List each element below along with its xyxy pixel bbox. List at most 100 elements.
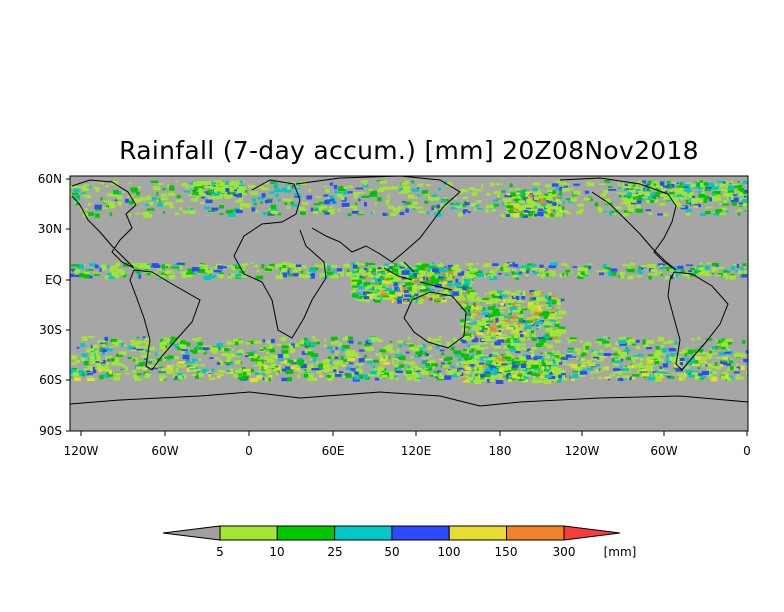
- rain-cell: [697, 348, 704, 353]
- rain-cell: [463, 278, 471, 282]
- rain-cell: [527, 196, 532, 200]
- rain-cell: [652, 195, 656, 198]
- rain-cell: [648, 264, 656, 269]
- rain-cell: [662, 363, 668, 368]
- rain-cell: [372, 293, 379, 297]
- rain-cell: [82, 192, 86, 197]
- rain-cell: [89, 355, 95, 360]
- rain-cell: [293, 365, 301, 368]
- rain-cell: [323, 205, 328, 209]
- rain-cell: [171, 271, 175, 274]
- rain-cell: [263, 212, 267, 216]
- rain-cell: [196, 188, 204, 191]
- rain-cell: [533, 372, 539, 377]
- rain-cell: [511, 295, 520, 300]
- rain-cell: [544, 374, 552, 378]
- rain-cell: [689, 198, 692, 202]
- rain-cell: [488, 365, 491, 368]
- rain-cell: [431, 374, 438, 377]
- rain-cell: [493, 345, 501, 349]
- rain-cell: [627, 183, 634, 186]
- rain-cell: [403, 186, 410, 191]
- rain-cell: [572, 266, 578, 268]
- rain-cell: [470, 268, 478, 272]
- rain-cell: [491, 356, 496, 360]
- rain-cell: [202, 347, 210, 350]
- rain-cell: [247, 341, 255, 345]
- rain-cell: [364, 202, 367, 207]
- rain-cell: [526, 317, 534, 320]
- rain-cell: [694, 270, 701, 273]
- rain-cell: [152, 186, 161, 191]
- rain-cell: [623, 210, 632, 213]
- rain-cell: [698, 187, 703, 190]
- rain-cell: [725, 275, 729, 280]
- rain-cell: [463, 349, 468, 352]
- rain-cell: [173, 263, 178, 266]
- rain-cell: [724, 352, 731, 354]
- rain-cell: [686, 202, 692, 205]
- rain-cell: [435, 344, 440, 349]
- rain-cell: [233, 373, 238, 378]
- rain-cell: [558, 193, 563, 196]
- rain-cell: [527, 302, 534, 307]
- rain-cell: [684, 185, 689, 189]
- rain-cell: [236, 192, 240, 197]
- rain-cell: [647, 354, 654, 357]
- rain-cell: [333, 184, 338, 190]
- north-america-coast-repeat: [559, 177, 677, 271]
- rain-cell: [495, 296, 499, 300]
- rain-cell: [499, 303, 505, 306]
- rain-cell: [234, 360, 241, 365]
- rain-cell: [556, 211, 563, 214]
- rain-cell: [214, 357, 220, 360]
- rain-cell: [426, 277, 429, 281]
- rain-cell: [549, 371, 553, 376]
- rain-cell: [385, 288, 393, 292]
- rain-cell: [240, 268, 246, 271]
- rain-cell: [281, 345, 289, 349]
- north-america-coast: [71, 179, 137, 269]
- rain-cell: [740, 274, 743, 277]
- rain-cell: [76, 346, 80, 349]
- rain-cell: [604, 267, 611, 271]
- rain-cell: [123, 344, 127, 347]
- rain-cell: [330, 336, 338, 341]
- rain-cell: [216, 263, 223, 267]
- rain-cell: [84, 208, 88, 211]
- rain-cell: [650, 359, 658, 362]
- rain-cell: [543, 295, 549, 300]
- rain-cell: [231, 190, 236, 195]
- rain-cell: [490, 375, 495, 380]
- rain-cell: [696, 376, 700, 379]
- rain-cell: [90, 361, 94, 365]
- rain-cell: [727, 191, 733, 197]
- rain-cell: [737, 180, 740, 183]
- rain-cell: [159, 342, 167, 346]
- rain-cell: [562, 363, 570, 365]
- rain-cell: [489, 364, 497, 368]
- rain-cell: [559, 181, 567, 185]
- rain-cell: [276, 371, 283, 373]
- rain-cell: [680, 206, 685, 208]
- rain-cell: [368, 271, 372, 276]
- rain-cell: [517, 306, 522, 311]
- rain-cell: [450, 365, 455, 369]
- rain-cell: [531, 351, 534, 356]
- rain-cell: [346, 269, 350, 273]
- rain-cell: [162, 211, 165, 214]
- rain-cell: [287, 185, 290, 190]
- rain-cell: [628, 185, 632, 189]
- rain-cell: [173, 377, 180, 381]
- rain-cell: [722, 371, 728, 376]
- rain-cell: [104, 361, 110, 365]
- rain-cell: [270, 364, 276, 367]
- colorbar-label: 300: [553, 545, 576, 559]
- rain-cell: [659, 181, 665, 186]
- rain-cell: [181, 182, 188, 187]
- rain-cell: [559, 373, 566, 376]
- rain-cell: [341, 202, 350, 207]
- rain-cell: [677, 265, 684, 270]
- rain-cell: [155, 352, 158, 356]
- rain-cell: [417, 183, 424, 187]
